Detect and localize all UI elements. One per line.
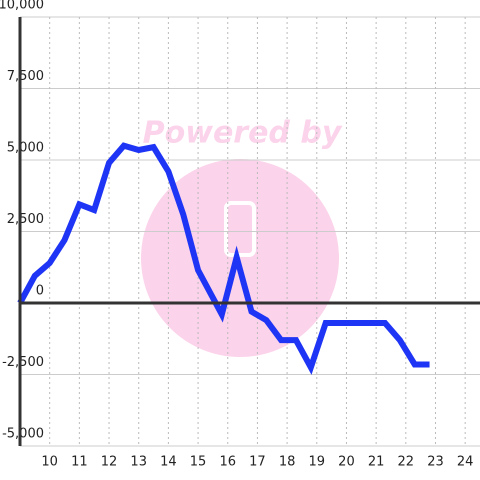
y-tick-label: 5,000 — [7, 141, 44, 156]
y-tick-label: -5,000 — [2, 427, 44, 442]
watermark-text: Powered by — [143, 116, 343, 151]
watermark-logo — [224, 201, 256, 257]
x-tick-label: 13 — [130, 455, 147, 470]
y-tick-label: 2,500 — [7, 212, 44, 227]
x-tick-label: 16 — [219, 455, 236, 470]
line — [17, 142, 430, 375]
x-tick-label: 21 — [368, 455, 385, 470]
x-tick-label: 18 — [279, 455, 296, 470]
x-tick-label: 19 — [309, 455, 326, 470]
x-tick-label: 15 — [190, 455, 207, 470]
y-tick-label: -2,500 — [2, 355, 44, 370]
x-tick-label: 14 — [160, 455, 177, 470]
x-tick-label: 22 — [398, 455, 415, 470]
x-tick-label: 20 — [338, 455, 355, 470]
x-tick-label: 17 — [249, 455, 266, 470]
y-tick-label: 0 — [36, 284, 44, 299]
x-tick-label: 11 — [71, 455, 88, 470]
y-tick-label: 10,000 — [0, 0, 44, 13]
watermark-circle — [141, 159, 339, 357]
x-tick-label: 12 — [101, 455, 118, 470]
x-tick-label: 24 — [457, 455, 474, 470]
x-tick-label: 23 — [427, 455, 444, 470]
x-tick-label: 10 — [41, 455, 58, 470]
y-tick-label: 7,500 — [7, 69, 44, 84]
